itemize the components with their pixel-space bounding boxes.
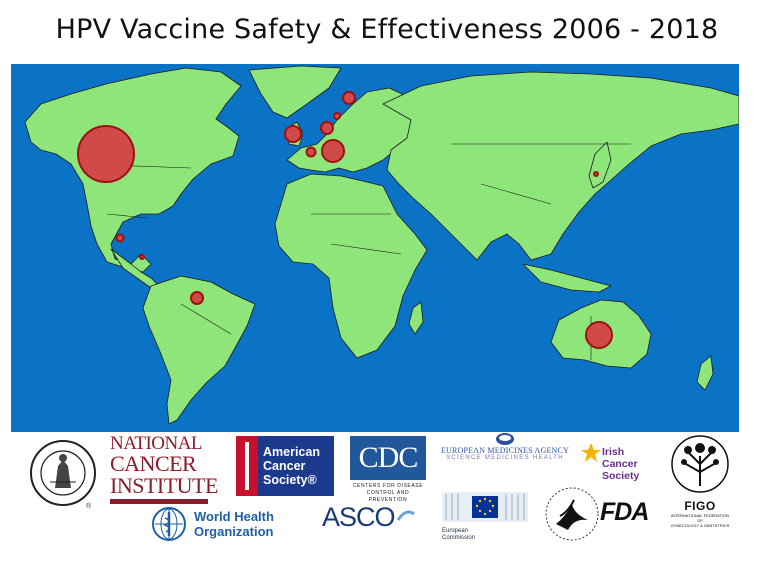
ema-logo: EUROPEAN MEDICINES AGENCY SCIENCE MEDICI… (440, 432, 570, 472)
page-title: HPV Vaccine Safety & Effectiveness 2006 … (55, 14, 719, 45)
ec-building-icon (442, 492, 528, 522)
who-logo: World Health Organization (150, 506, 290, 542)
africa-land (274, 173, 428, 359)
marker-united-states (77, 125, 135, 183)
ec-line-2: Commission (442, 535, 476, 541)
hhs-logo (544, 486, 600, 542)
new-zealand-land (696, 355, 714, 391)
asco-wordmark: ASCO (322, 502, 396, 532)
daffodil-icon (581, 443, 601, 462)
acs-line-3: Society® (263, 473, 317, 487)
figo-sub-1: INTERNATIONAL FEDERATION (670, 513, 730, 518)
nci-underline (110, 499, 208, 504)
north-america-land (24, 67, 242, 273)
aap-registered-mark: ® (86, 503, 92, 510)
who-line-2: Organization (194, 524, 274, 539)
ema-sub: SCIENCE MEDICINES HEALTH (446, 455, 564, 461)
marker-finland (342, 91, 356, 105)
ics-line-2: Cancer (602, 458, 638, 470)
hhs-eagle-icon (545, 487, 599, 541)
nci-logo: NATIONAL CANCER INSTITUTE (110, 433, 218, 504)
who-emblem-icon (152, 507, 186, 541)
nci-line-2: CANCER (110, 451, 197, 476)
indonesia-land (522, 263, 612, 293)
asco-logo: ASCO (322, 502, 426, 542)
marker-uk (284, 125, 302, 143)
ics-line-1: Irish (602, 446, 625, 458)
cdc-wordmark: CDC (350, 436, 426, 480)
fda-wordmark: FDA (600, 498, 649, 526)
marker-costa-rica (115, 233, 125, 243)
madagascar-land (408, 301, 424, 335)
world-map-svg (24, 65, 739, 425)
european-commission-logo: European Commission (442, 488, 532, 544)
cdc-sub-2: CONTROL AND PREVENTION (366, 490, 410, 503)
marker-denmark (320, 121, 334, 135)
asco-swoosh-icon (396, 510, 415, 521)
aap-logo (28, 438, 98, 508)
acs-sword-icon (236, 436, 258, 496)
south-america-land (142, 275, 256, 425)
marker-japan (593, 171, 599, 177)
greenland-land (248, 65, 342, 119)
marker-sweden (333, 112, 341, 120)
cdc-sub-1: CENTERS FOR DISEASE (352, 483, 424, 489)
fda-logo: FDA (600, 498, 664, 526)
figo-name: FIGO (684, 499, 716, 513)
nci-line-1: NATIONAL (110, 433, 203, 454)
marker-france (305, 146, 317, 158)
marker-australia (585, 321, 613, 349)
ics-line-3: Society (602, 470, 640, 482)
ec-line-1: European (442, 528, 469, 534)
acs-line-2: Cancer (263, 459, 306, 473)
marker-italy (321, 139, 345, 163)
who-line-1: World Health (194, 509, 274, 524)
acs-line-1: American (263, 445, 320, 459)
figo-sub-3: GYNECOLOGY & OBSTETRICS (670, 523, 730, 528)
central-america-land (110, 248, 160, 289)
ema-name: EUROPEAN MEDICINES AGENCY (440, 446, 570, 455)
figo-sub-2: OF (697, 518, 703, 523)
ema-globe-icon (496, 433, 514, 445)
irish-cancer-society-logo: Irish Cancer Society (580, 440, 652, 488)
marker-brazil (190, 291, 204, 305)
aap-seal-icon (30, 440, 96, 506)
marker-colombia (139, 254, 145, 260)
acs-logo: American Cancer Society® (236, 436, 334, 496)
world-map (11, 64, 739, 432)
asia-land (382, 71, 739, 261)
figo-logo: FIGO INTERNATIONAL FEDERATION OF GYNECOL… (665, 434, 735, 534)
nci-line-3: INSTITUTE (110, 473, 218, 498)
figo-tree-icon (671, 435, 729, 493)
cdc-logo: CDC CENTERS FOR DISEASE CONTROL AND PREV… (350, 436, 426, 503)
